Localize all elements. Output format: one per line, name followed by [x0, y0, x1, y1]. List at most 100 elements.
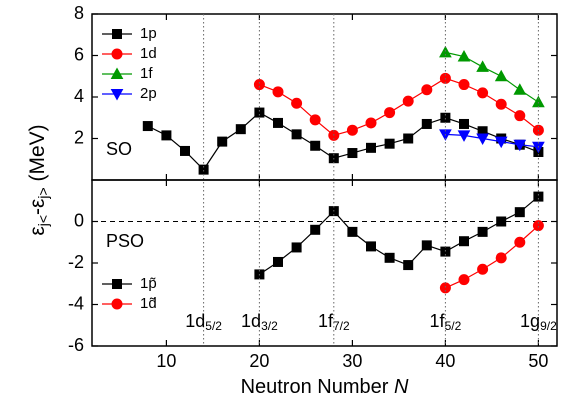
marker: [365, 117, 377, 129]
series-line: [259, 77, 539, 137]
y-axis-label-part: (MeV): [26, 124, 49, 187]
marker: [457, 49, 471, 62]
shell-label-sub: 9/2: [540, 319, 557, 333]
marker: [384, 107, 396, 119]
shell-label-sub: 7/2: [333, 319, 350, 333]
shell-label: 1g9/2: [520, 311, 557, 333]
marker: [112, 29, 122, 39]
marker: [421, 240, 432, 251]
marker: [310, 224, 321, 235]
marker: [477, 226, 488, 237]
marker: [476, 133, 489, 146]
marker: [111, 48, 123, 60]
shell-label: 1f7/2: [318, 311, 350, 333]
y-tick-label: 8: [74, 3, 84, 23]
series-line: [147, 111, 539, 171]
marker: [403, 133, 414, 144]
marker: [310, 140, 321, 151]
shell-label-main: 1g: [520, 311, 540, 331]
y-tick-label: -6: [68, 335, 84, 355]
marker: [253, 79, 265, 91]
shell-label: 1f5/2: [430, 311, 462, 333]
legend-label: 1d: [140, 45, 157, 62]
y-axis-label-part: j>: [35, 187, 51, 199]
marker: [272, 86, 284, 98]
marker: [402, 95, 414, 107]
marker: [366, 142, 376, 153]
marker: [347, 226, 358, 237]
marker: [457, 130, 471, 142]
legend-label: 2p: [140, 85, 157, 102]
marker: [459, 118, 469, 129]
shell-label-main: 1d: [185, 311, 205, 331]
marker: [273, 256, 283, 267]
marker: [403, 260, 414, 271]
marker: [384, 138, 395, 149]
x-tick-label: 40: [435, 351, 455, 371]
marker: [254, 107, 265, 118]
panel-label: SO: [106, 139, 132, 159]
marker: [291, 97, 303, 109]
marker: [142, 121, 153, 132]
marker: [421, 84, 433, 96]
shell-label: 1d5/2: [185, 311, 222, 333]
marker: [477, 87, 489, 99]
y-tick-label: -4: [68, 293, 84, 313]
x-axis-label-part: Neutron Number: [241, 376, 394, 398]
marker: [112, 279, 122, 289]
shell-label-sub: 5/2: [205, 319, 222, 333]
marker: [110, 89, 124, 101]
plot-frame: [91, 179, 558, 347]
legend-label: 1f: [140, 65, 153, 82]
marker: [513, 83, 527, 95]
marker: [476, 60, 489, 72]
y-axis-label-part: j<: [35, 215, 51, 227]
marker: [494, 136, 508, 149]
y-tick-label: 0: [74, 210, 84, 230]
y-axis-label-part: ε: [26, 226, 49, 235]
plot-frame: [91, 13, 558, 181]
x-axis-label: Neutron Number N: [241, 376, 409, 398]
marker: [458, 79, 470, 91]
marker: [514, 236, 526, 248]
marker: [496, 216, 507, 227]
x-tick-label: 30: [342, 351, 362, 371]
shell-label-main: 1f: [430, 311, 446, 331]
panel-label: PSO: [106, 231, 144, 251]
marker: [459, 236, 469, 247]
marker: [384, 252, 395, 263]
x-tick-label: 20: [249, 351, 269, 371]
x-tick-label: 10: [156, 351, 176, 371]
marker: [366, 241, 376, 252]
series-line: [259, 196, 539, 275]
marker: [111, 298, 123, 310]
shell-label-main: 1d: [241, 311, 261, 331]
marker: [291, 242, 302, 253]
y-tick-label: 2: [74, 127, 84, 147]
marker: [458, 274, 470, 286]
legend-label: 1p: [140, 25, 157, 42]
marker: [180, 145, 190, 156]
x-axis-label-part: N: [394, 376, 409, 398]
marker: [235, 124, 246, 135]
y-tick-label: 6: [74, 44, 84, 64]
shell-label: 1d3/2: [241, 311, 278, 333]
marker: [347, 148, 358, 159]
marker: [439, 45, 452, 58]
marker: [494, 69, 508, 82]
marker: [514, 207, 525, 218]
marker: [161, 130, 172, 141]
x-tick-label: 50: [528, 351, 548, 371]
marker: [346, 124, 358, 136]
marker: [495, 98, 507, 110]
shell-label-sub: 3/2: [261, 319, 278, 333]
y-axis-label: εj<-εj> (MeV): [26, 124, 51, 235]
marker: [514, 110, 526, 122]
marker: [309, 114, 321, 126]
legend-label: 1p̃: [140, 275, 157, 292]
shell-label-sub: 5/2: [445, 319, 462, 333]
marker: [513, 139, 527, 152]
marker: [421, 118, 432, 129]
marker: [533, 191, 544, 202]
